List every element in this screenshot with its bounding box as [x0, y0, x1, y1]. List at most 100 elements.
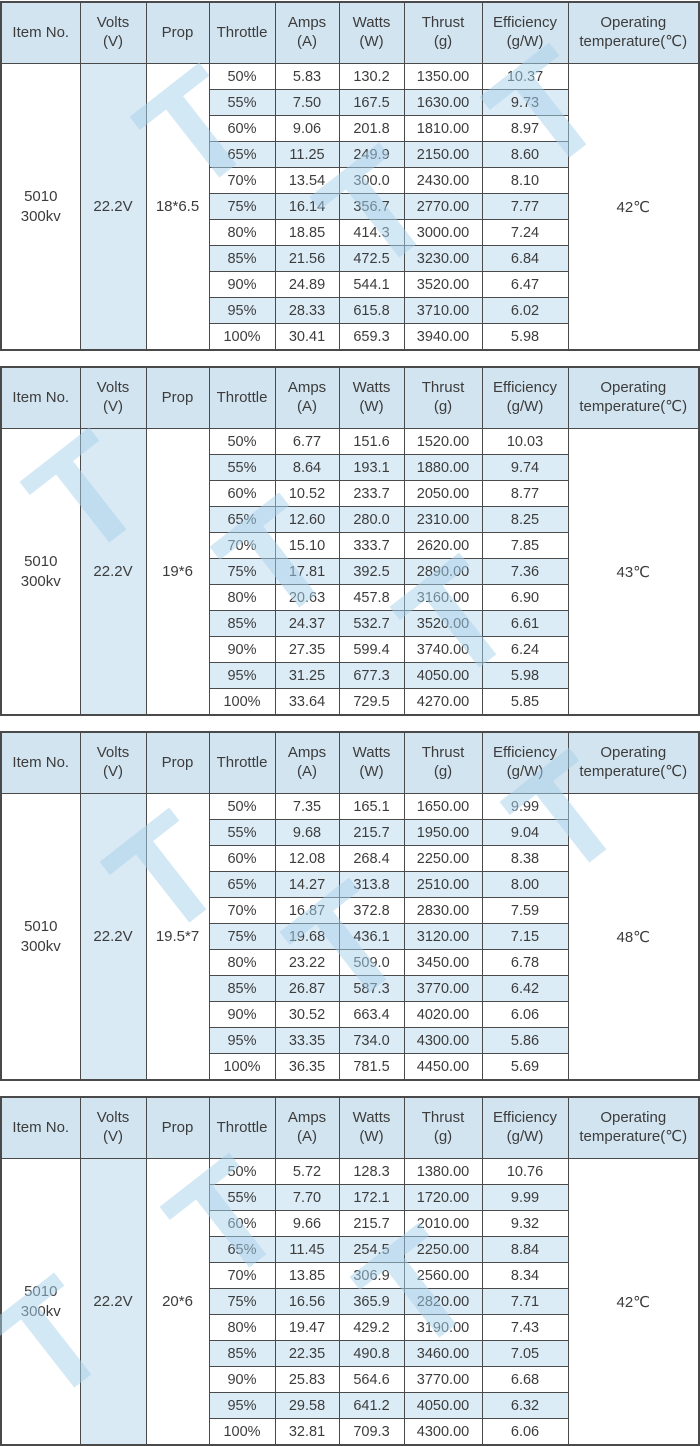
- watts-cell: 677.3: [338, 662, 405, 689]
- efficiency-cell: 9.04: [481, 819, 569, 846]
- data-row: 85% 24.37 532.7 3520.00 6.61: [1, 610, 699, 637]
- thrust-cell: 3000.00: [403, 219, 483, 246]
- watts-cell: 544.1: [338, 271, 405, 298]
- watts-cell: 392.5: [338, 558, 405, 585]
- thrust-cell: 3160.00: [403, 584, 483, 611]
- data-row: 100% 33.64 729.5 4270.00 5.85: [1, 688, 699, 716]
- data-row: 70% 16.87 372.8 2830.00 7.59: [1, 897, 699, 924]
- efficiency-cell: 7.15: [481, 923, 569, 950]
- watts-cell: 599.4: [338, 636, 405, 663]
- thrust-cell: 3710.00: [403, 297, 483, 324]
- header-row: Item No. Volts (V) Prop Throttle Amps (A) Watts…: [0, 731, 700, 794]
- efficiency-cell: 9.99: [481, 1184, 569, 1211]
- thrust-cell: 2830.00: [403, 897, 483, 924]
- header-cell-amps: Amps (A): [274, 731, 340, 794]
- throttle-cell: 55%: [208, 819, 276, 846]
- throttle-cell: 90%: [208, 1001, 276, 1028]
- header-cell-volts: Volts (V): [79, 731, 147, 794]
- header-sublabel: (g/W): [506, 398, 544, 415]
- thrust-cell: 3770.00: [403, 1366, 483, 1393]
- prop-cell: 18*6.5: [145, 63, 210, 351]
- amps-cell: 6.77: [274, 428, 340, 455]
- efficiency-cell: 7.71: [481, 1288, 569, 1315]
- header-label: Watts: [352, 1109, 391, 1127]
- header-cell-throttle: Throttle: [208, 1, 276, 64]
- efficiency-cell: 7.24: [481, 219, 569, 246]
- header-label: Efficiency: [493, 14, 557, 32]
- efficiency-cell: 8.34: [481, 1262, 569, 1289]
- header-cell-item-no: Item No.: [0, 366, 81, 429]
- header-cell-watts: Watts (W): [338, 731, 405, 794]
- data-row: 100% 30.41 659.3 3940.00 5.98: [1, 323, 699, 351]
- header-label: Throttle: [216, 388, 268, 406]
- header-sublabel: (A): [297, 763, 317, 780]
- amps-cell: 23.22: [274, 949, 340, 976]
- thrust-cell: 1880.00: [403, 454, 483, 481]
- thrust-cell: 2620.00: [403, 532, 483, 559]
- data-row: 5010 300kv 22.2V 20*6 50% 5.72 128.3 1380.00 10.…: [0, 1158, 700, 1446]
- thrust-cell: 4020.00: [403, 1001, 483, 1028]
- throttle-cell: 90%: [208, 271, 276, 298]
- efficiency-cell: 6.61: [481, 610, 569, 637]
- amps-cell: 18.85: [274, 219, 340, 246]
- header-cell-thrust: Thrust (g): [403, 366, 483, 429]
- amps-cell: 7.50: [274, 89, 340, 116]
- efficiency-cell: 7.43: [481, 1314, 569, 1341]
- throttle-cell: 70%: [208, 1262, 276, 1289]
- data-row: 60% 9.66 215.7 2010.00 9.32: [1, 1210, 699, 1237]
- motor-spec-table-3: Item No. Volts (V) Prop Throttle Amps (A) Watts…: [0, 731, 700, 1081]
- watts-cell: 532.7: [338, 610, 405, 637]
- efficiency-cell: 6.06: [481, 1001, 569, 1028]
- efficiency-cell: 8.10: [481, 167, 569, 194]
- item-no-line: 5010: [24, 188, 58, 205]
- header-cell-amps: Amps (A): [274, 1096, 340, 1159]
- throttle-cell: 75%: [208, 1288, 276, 1315]
- header-label: Operating: [600, 1109, 667, 1127]
- throttle-cell: 60%: [208, 845, 276, 872]
- watts-cell: 333.7: [338, 532, 405, 559]
- amps-cell: 13.85: [274, 1262, 340, 1289]
- efficiency-cell: 6.42: [481, 975, 569, 1002]
- throttle-cell: 80%: [208, 949, 276, 976]
- throttle-cell: 60%: [208, 115, 276, 142]
- efficiency-cell: 6.24: [481, 636, 569, 663]
- efficiency-cell: 7.05: [481, 1340, 569, 1367]
- data-row: 5010 300kv 22.2V 18*6.5 50% 5.83 130.2 1350.00 1…: [0, 63, 700, 351]
- amps-cell: 32.81: [274, 1418, 340, 1446]
- header-cell-efficiency: Efficiency (g/W): [481, 1096, 569, 1159]
- header-label: Throttle: [216, 1118, 268, 1136]
- thrust-cell: 1630.00: [403, 89, 483, 116]
- watts-cell: 490.8: [338, 1340, 405, 1367]
- amps-cell: 13.54: [274, 167, 340, 194]
- header-label: Amps: [287, 1109, 327, 1127]
- header-label: Volts: [96, 379, 130, 397]
- thrust-cell: 3520.00: [403, 271, 483, 298]
- efficiency-cell: 8.97: [481, 115, 569, 142]
- efficiency-cell: 5.69: [481, 1053, 569, 1081]
- efficiency-cell: 9.99: [481, 793, 569, 820]
- thrust-cell: 2010.00: [403, 1210, 483, 1237]
- header-sublabel: (g): [433, 33, 453, 50]
- prop-cell: 19*6: [145, 428, 210, 716]
- thrust-cell: 2820.00: [403, 1288, 483, 1315]
- header-label: Efficiency: [493, 744, 557, 762]
- header-label: Item No.: [12, 753, 70, 771]
- header-label: Amps: [287, 14, 327, 32]
- efficiency-cell: 6.32: [481, 1392, 569, 1419]
- throttle-cell: 75%: [208, 193, 276, 220]
- amps-cell: 22.35: [274, 1340, 340, 1367]
- header-label: Item No.: [12, 388, 70, 406]
- amps-cell: 21.56: [274, 245, 340, 272]
- watts-cell: 313.8: [338, 871, 405, 898]
- header-sublabel: (A): [297, 33, 317, 50]
- throttle-cell: 70%: [208, 532, 276, 559]
- throttle-cell: 50%: [208, 1158, 276, 1185]
- throttle-cell: 95%: [208, 1027, 276, 1054]
- efficiency-cell: 10.03: [481, 428, 569, 455]
- amps-cell: 7.35: [274, 793, 340, 820]
- efficiency-cell: 5.85: [481, 688, 569, 716]
- header-sublabel: (A): [297, 398, 317, 415]
- amps-cell: 14.27: [274, 871, 340, 898]
- header-label: Thrust: [421, 1109, 465, 1127]
